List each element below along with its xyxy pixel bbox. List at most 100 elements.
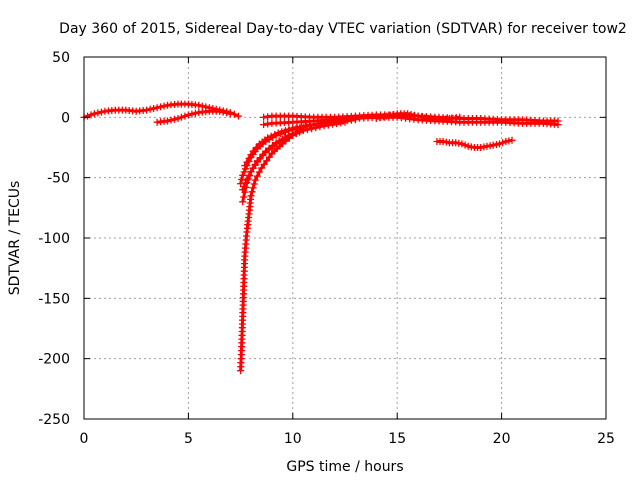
data-point [223, 109, 231, 117]
data-point [508, 136, 516, 144]
data-point [177, 113, 185, 121]
series-recovery-branch-4 [239, 125, 307, 206]
data-point [157, 103, 165, 111]
data-point [404, 110, 412, 118]
data-point [216, 107, 224, 115]
y-axis-label: SDTVAR / TECUs [7, 181, 23, 296]
data-point [198, 102, 206, 110]
y-tick-label: -150 [38, 291, 70, 307]
data-point [411, 111, 419, 119]
x-tick-label: 15 [388, 431, 406, 447]
data-point [496, 140, 503, 148]
data-point [249, 164, 257, 172]
data-point [181, 112, 189, 120]
data-point [414, 112, 422, 120]
series-layer [80, 100, 562, 375]
data-point [456, 113, 464, 121]
data-point [97, 108, 105, 116]
data-point [258, 164, 265, 172]
data-point [282, 127, 289, 135]
y-tick-label: -200 [38, 352, 70, 368]
series-late-cluster [433, 136, 516, 151]
data-point [226, 110, 234, 118]
x-tick-label: 10 [284, 431, 302, 447]
data-point [274, 129, 282, 137]
data-point [390, 111, 398, 118]
data-point [253, 172, 261, 180]
data-point [372, 115, 380, 122]
data-point [383, 112, 391, 120]
data-point [150, 105, 158, 112]
x-tick-label: 0 [80, 431, 89, 447]
series-plateau-lower [260, 113, 562, 129]
data-point [458, 140, 466, 148]
data-point [191, 109, 199, 117]
series-early-oscillation-lower [153, 107, 234, 126]
data-point [407, 111, 415, 118]
data-point [247, 192, 255, 200]
data-point [247, 151, 255, 159]
data-point [376, 114, 384, 122]
data-point [239, 198, 247, 206]
data-point [249, 147, 257, 155]
data-point [94, 109, 102, 117]
data-point [167, 116, 175, 124]
data-point [219, 108, 227, 116]
data-point [241, 162, 249, 170]
data-point [243, 179, 251, 186]
y-tick-label: -250 [38, 412, 70, 428]
data-point [247, 168, 255, 176]
data-point [288, 130, 296, 138]
data-point [418, 113, 426, 121]
data-point [379, 113, 387, 121]
data-point [90, 110, 98, 118]
data-point [240, 168, 248, 176]
data-point [251, 176, 259, 184]
data-point [554, 121, 562, 129]
x-tick-label: 5 [184, 431, 193, 447]
data-point [421, 114, 429, 122]
data-point [285, 125, 293, 133]
y-tick-label: 0 [61, 110, 70, 126]
data-point [153, 104, 161, 112]
data-point [195, 101, 203, 109]
data-point [244, 175, 252, 183]
series-recovery-branch-3 [241, 117, 339, 170]
x-tick-label: 25 [597, 431, 615, 447]
data-point [243, 158, 251, 166]
chart-title: Day 360 of 2015, Sidereal Day-to-day VTE… [59, 21, 627, 37]
data-point [461, 141, 469, 149]
data-point [174, 115, 182, 122]
data-point [84, 112, 91, 120]
data-point [252, 144, 260, 151]
data-point [271, 131, 279, 139]
data-point [242, 165, 249, 173]
data-point [285, 131, 293, 139]
data-point [248, 188, 256, 196]
data-point [164, 117, 171, 125]
data-point [146, 105, 154, 113]
data-point [386, 111, 394, 119]
data-point [143, 106, 151, 114]
y-tick-label: 50 [52, 50, 70, 66]
data-point [250, 180, 258, 188]
data-point [299, 125, 307, 133]
y-tick-label: -100 [38, 231, 70, 247]
x-axis-label: GPS time / hours [286, 459, 403, 475]
data-point [87, 111, 95, 119]
series-plateau-middle [372, 110, 464, 124]
data-point [249, 184, 257, 192]
data-point [251, 160, 259, 168]
data-point [239, 171, 247, 179]
data-point [255, 168, 263, 176]
data-point [263, 157, 271, 165]
data-point [260, 160, 268, 168]
data-point [296, 127, 304, 135]
data-point [160, 102, 168, 110]
data-point [184, 111, 192, 119]
data-point [267, 132, 275, 140]
tick-layer: 0 5 10 15 20 25 50 0 -50 -100 -150 -200 -250 [38, 50, 615, 447]
